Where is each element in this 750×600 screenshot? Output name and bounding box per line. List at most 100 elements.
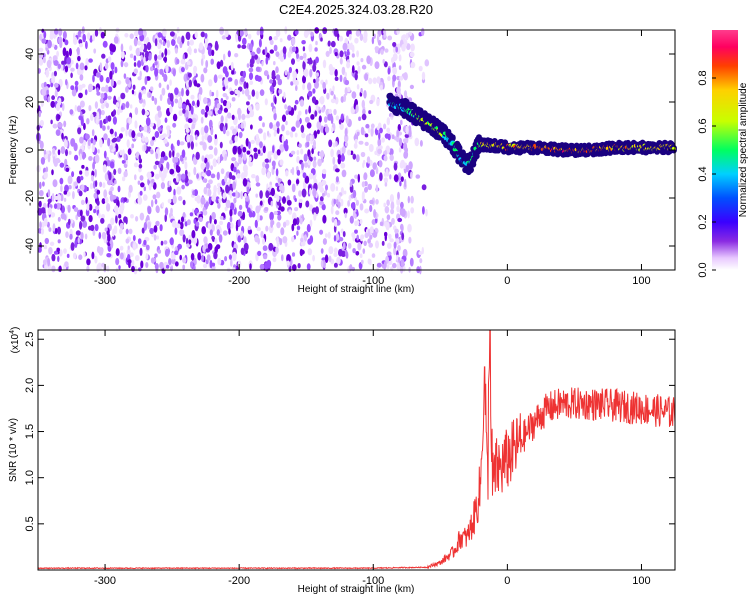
snr-x-tick-label: 0 [504,575,510,587]
noise-blob [361,113,367,121]
noise-blob [368,242,374,248]
noise-blob [41,28,45,33]
noise-blob [338,119,342,125]
noise-blob [301,161,304,171]
noise-blob [102,164,107,173]
noise-blob [376,76,381,84]
noise-blob [404,178,407,188]
noise-blob [376,262,382,268]
spectrogram-trace [386,92,677,176]
noise-blob [99,181,103,188]
noise-blob [107,233,111,242]
noise-blob [275,29,281,37]
noise-blob [93,208,97,214]
noise-blob [99,119,103,129]
noise-blob [214,40,219,49]
noise-blob [352,189,357,199]
noise-blob [295,85,298,91]
noise-blob [153,234,157,241]
noise-blob [254,54,258,60]
noise-blob [300,237,304,243]
noise-blob [291,46,297,53]
noise-blob [381,137,385,143]
noise-blob [99,138,103,148]
noise-blob [294,207,299,212]
noise-blob [128,116,133,125]
noise-blob [313,78,316,84]
noise-blob [195,151,200,160]
noise-blob [169,105,173,114]
noise-blob [369,204,373,213]
noise-blob [275,246,279,254]
noise-blob [117,185,121,193]
noise-blob [275,182,279,187]
noise-blob [354,138,358,144]
noise-blob [182,108,186,114]
noise-blob [255,90,259,100]
spectrogram-x-label: Height of straight line (km) [298,284,415,295]
noise-blob [305,134,311,143]
noise-blob [138,28,144,37]
noise-blob [344,133,349,143]
noise-blob [47,257,51,267]
noise-blob [308,172,314,180]
noise-blob [331,216,335,223]
noise-blob [55,202,61,210]
noise-blob [159,135,164,140]
noise-blob [52,148,56,155]
noise-blob [310,31,314,37]
noise-blob [364,133,369,138]
noise-blob [231,157,237,162]
noise-blob [139,212,145,221]
noise-blob [152,194,157,200]
noise-blob [109,70,113,80]
noise-blob [383,260,387,269]
noise-blob [257,250,262,257]
noise-blob [64,39,69,46]
noise-blob [255,133,259,139]
noise-blob [362,162,365,169]
noise-blob [56,247,60,252]
noise-blob [201,135,205,142]
noise-blob [160,156,165,164]
noise-blob [313,156,317,161]
noise-blob [275,66,279,74]
noise-blob [64,65,69,73]
noise-blob [71,88,77,97]
noise-blob [264,98,268,106]
noise-blob [327,40,331,47]
noise-blob [60,193,64,202]
noise-blob [153,225,158,233]
noise-blob [293,104,297,111]
noise-blob [81,164,85,169]
noise-blob [147,221,152,230]
noise-blob [68,150,72,155]
noise-blob [229,209,233,217]
noise-blob [73,181,78,187]
noise-blob [261,60,264,67]
noise-blob [131,143,135,149]
noise-blob [163,73,168,82]
noise-blob [405,32,409,41]
noise-blob [55,157,60,164]
noise-blob [377,138,382,147]
noise-blob [279,238,283,246]
noise-blob [190,106,194,115]
noise-blob [291,252,296,257]
spectrogram-x-tick-label: -200 [228,275,250,287]
noise-blob [379,221,384,227]
noise-blob [84,65,88,71]
noise-blob [377,148,382,155]
noise-blob [57,239,61,244]
noise-blob [315,56,319,64]
noise-blob [184,123,189,130]
noise-blob [78,92,83,99]
noise-blob [196,99,200,108]
noise-blob [68,185,72,190]
noise-blob [351,91,357,99]
noise-blob [302,75,306,84]
noise-blob [317,181,323,191]
noise-blob [290,133,294,138]
noise-blob [288,209,292,215]
